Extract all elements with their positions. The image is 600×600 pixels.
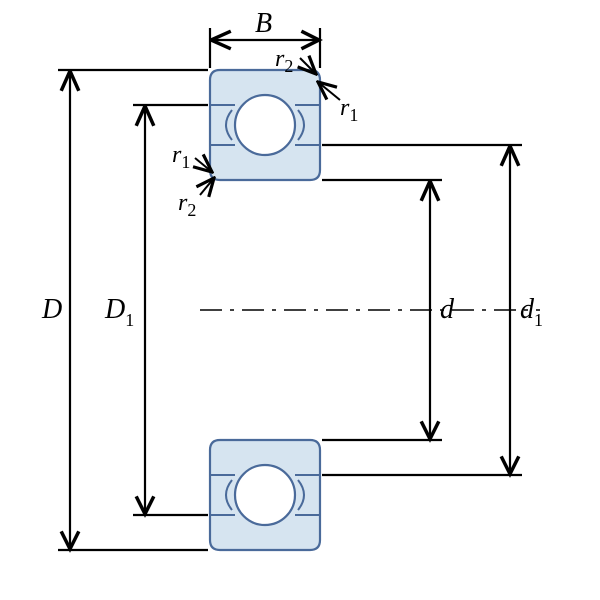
label-d: d xyxy=(440,294,455,325)
svg-text:r1: r1 xyxy=(340,95,358,125)
dim-D1: D1 xyxy=(104,105,208,515)
bearing-diagram: B D D1 d d1 r2 xyxy=(0,0,600,600)
label-r1-top-sub: 1 xyxy=(349,105,358,125)
bearing-bottom xyxy=(210,440,320,550)
label-D1-main: D xyxy=(104,294,125,325)
bearing-top xyxy=(210,70,320,180)
dim-d1: d1 xyxy=(322,145,543,475)
svg-text:r1: r1 xyxy=(172,142,190,172)
label-B: B xyxy=(255,8,272,39)
label-r2-left-sub: 2 xyxy=(187,200,196,220)
label-D: D xyxy=(41,294,62,325)
label-r2-top-sub: 2 xyxy=(284,56,293,76)
svg-text:d1: d1 xyxy=(520,294,543,330)
label-d1-sub: 1 xyxy=(534,310,543,330)
label-D1-sub: 1 xyxy=(125,310,134,330)
label-r1-left-sub: 1 xyxy=(181,152,190,172)
dim-B: B xyxy=(210,8,320,68)
svg-text:D1: D1 xyxy=(104,294,134,330)
svg-text:r2: r2 xyxy=(275,46,293,76)
diagram-svg: B D D1 d d1 r2 xyxy=(0,0,600,600)
label-d1-main: d xyxy=(520,294,535,325)
svg-text:r2: r2 xyxy=(178,190,196,220)
